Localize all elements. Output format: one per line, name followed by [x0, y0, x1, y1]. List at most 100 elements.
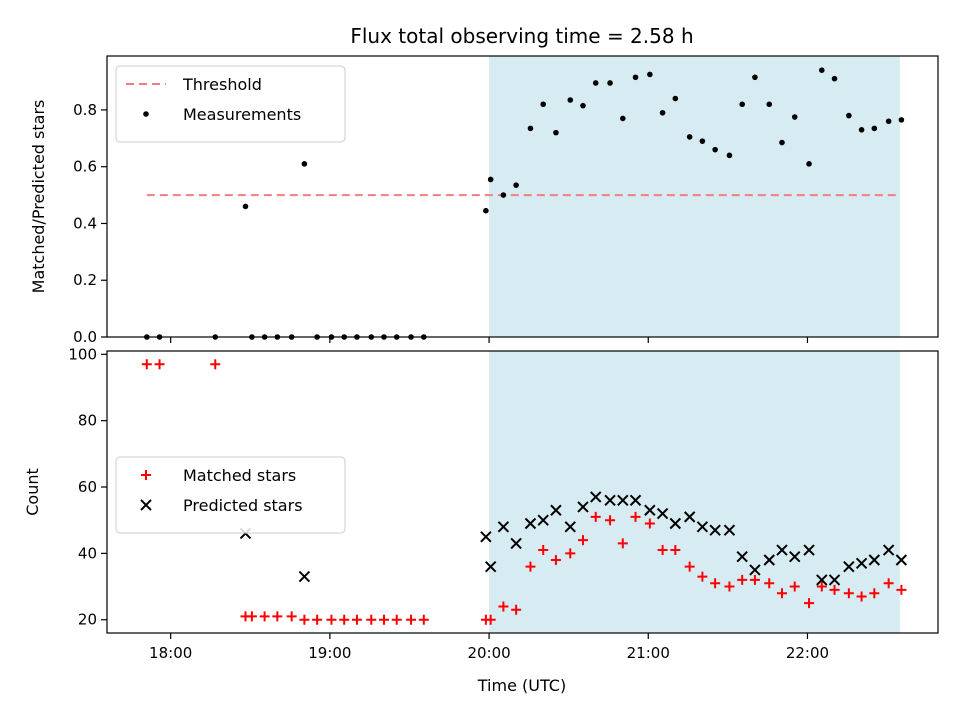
predicted-star-point — [629, 494, 642, 507]
matched-star-point — [538, 545, 549, 556]
measurement-point — [487, 176, 494, 183]
predicted-star-point — [868, 554, 881, 566]
measurement-point — [553, 129, 559, 136]
matched-star-point — [883, 578, 894, 589]
observing-span — [489, 56, 900, 337]
matched-star-point — [299, 614, 310, 625]
measurement-point — [779, 139, 785, 146]
matched-star-point — [511, 604, 522, 615]
matched-star-point — [550, 555, 561, 566]
matched-star-point — [590, 511, 601, 522]
predicted-star-point — [696, 521, 709, 533]
x-tick-label: 22:00 — [786, 644, 829, 662]
legend-label: Predicted stars — [183, 496, 303, 515]
predicted-star-point — [550, 504, 562, 516]
matched-star-point — [605, 515, 616, 526]
matched-star-point — [670, 545, 681, 556]
measurement-point — [580, 102, 586, 109]
legend-label: Matched stars — [183, 466, 296, 485]
matched-star-point — [418, 614, 429, 625]
y-tick-label: 0.2 — [73, 271, 97, 289]
matched-star-point — [697, 571, 708, 582]
predicted-star-point — [298, 570, 311, 583]
measurement-point — [846, 112, 852, 119]
measurement-point — [659, 109, 666, 116]
predicted-star-point — [843, 560, 855, 573]
matched-star-point — [644, 518, 655, 529]
predicted-star-point — [882, 544, 895, 556]
matched-star-point — [259, 611, 270, 622]
y-tick-label: 0.6 — [73, 158, 97, 176]
measurement-point — [766, 101, 773, 108]
y-tick-label: 0.4 — [73, 214, 97, 232]
legend-measurement-swatch — [143, 111, 149, 117]
measurement-point — [712, 146, 718, 153]
matched-star-point — [816, 581, 827, 592]
matched-star-point — [391, 614, 402, 625]
matched-star-point — [366, 614, 377, 625]
matched-star-point — [737, 574, 748, 585]
matched-star-point — [764, 578, 775, 589]
y-tick-label: 0.0 — [73, 328, 97, 346]
legend-label: Threshold — [182, 75, 262, 94]
top-panel-ratio: 0.0 0.2 0.4 0.6 0.8 Threshold Measurements — [73, 55, 939, 346]
predicted-star-point — [656, 507, 669, 520]
axes-frame — [106, 55, 939, 338]
predicted-star-point — [763, 554, 775, 566]
matched-star-point — [286, 611, 297, 622]
predicted-star-point — [855, 557, 868, 570]
measurement-point — [632, 74, 639, 81]
measurement-point — [301, 161, 308, 167]
y-axis-label-ratio: Matched/Predicted stars — [29, 100, 48, 294]
predicted-star-point — [816, 574, 828, 586]
matched-star-point — [351, 614, 362, 625]
predicted-star-point — [683, 511, 696, 523]
matched-star-point — [789, 581, 800, 592]
matched-star-point — [272, 611, 283, 622]
predicted-star-point — [723, 524, 736, 536]
predicted-star-point — [604, 494, 616, 507]
matched-star-point — [406, 614, 417, 625]
matched-star-point — [856, 591, 867, 602]
predicted-star-point — [736, 550, 748, 563]
predicted-star-point — [789, 550, 801, 563]
y-tick-label: 60 — [78, 478, 97, 496]
measurement-point — [898, 117, 905, 123]
predicted-star-point — [480, 531, 492, 543]
measurement-point — [500, 192, 507, 198]
measurement-point — [242, 203, 249, 210]
matched-star-point — [869, 588, 880, 599]
predicted-star-point — [669, 517, 682, 530]
predicted-star-point — [510, 537, 522, 550]
x-tick-label: 18:00 — [149, 644, 192, 662]
y-tick-label: 0.8 — [73, 101, 97, 119]
matched-star-point — [154, 359, 165, 370]
predicted-star-point — [524, 517, 537, 530]
axes-frame — [106, 350, 939, 634]
matched-star-point — [379, 614, 389, 625]
matched-star-point — [326, 614, 337, 625]
measurement-point — [699, 138, 706, 144]
y-tick-label: 20 — [78, 611, 97, 629]
x-tick-label: 19:00 — [308, 644, 351, 662]
predicted-star-point — [776, 544, 788, 556]
measurement-point — [567, 97, 574, 103]
predicted-star-point — [590, 491, 602, 503]
matched-star-point — [804, 598, 815, 609]
predicted-star-point — [803, 544, 815, 556]
x-tick-label: 20:00 — [467, 644, 510, 662]
matched-star-point — [498, 601, 509, 612]
matched-star-point — [684, 561, 695, 572]
predicted-star-point — [895, 554, 908, 566]
measurement-point — [647, 71, 653, 78]
measurement-point — [686, 134, 693, 140]
matched-star-point — [141, 359, 152, 370]
measurement-point — [791, 114, 798, 120]
x-tick-label: 21:00 — [627, 644, 670, 662]
matched-star-point — [312, 614, 323, 625]
y-tick-label: 40 — [78, 544, 97, 562]
matched-star-point — [896, 584, 907, 595]
matched-star-point — [485, 614, 496, 625]
legend-box — [115, 456, 346, 534]
